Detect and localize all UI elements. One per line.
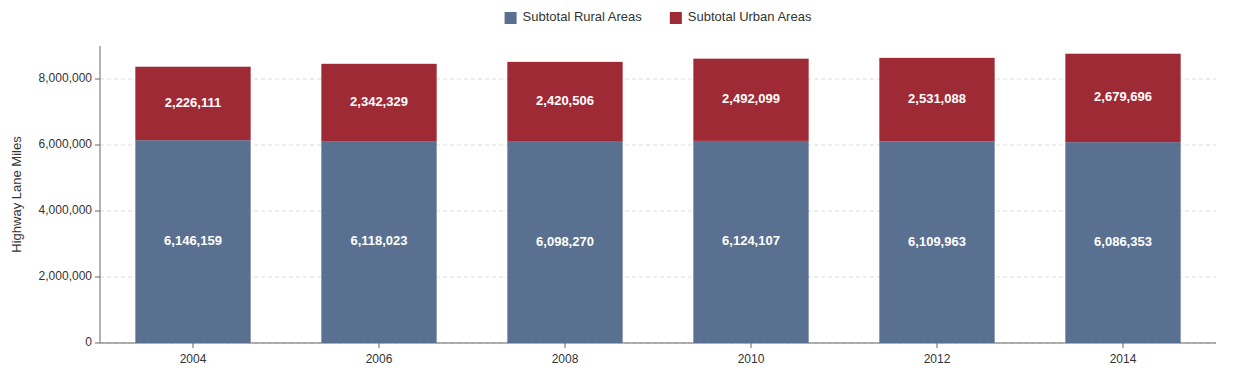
bar-segment bbox=[879, 141, 994, 343]
data-label: 6,109,963 bbox=[908, 234, 966, 249]
y-tick-label: 2,000,000 bbox=[39, 269, 93, 283]
grid-line bbox=[100, 145, 1216, 146]
y-tick bbox=[95, 277, 100, 278]
bar-segment bbox=[879, 58, 994, 142]
grid-line bbox=[100, 79, 1216, 80]
legend-swatch bbox=[505, 12, 517, 24]
axes: 0 2,000,000 4,000,000 6,000,000 8,000,000 200… bbox=[39, 46, 1216, 366]
grid-line bbox=[100, 211, 1216, 212]
data-label: 6,146,159 bbox=[164, 233, 222, 248]
bar-segment bbox=[693, 59, 808, 141]
bar-segment bbox=[693, 141, 808, 343]
chart: 0 2,000,000 4,000,000 6,000,000 8,000,000 200… bbox=[0, 0, 1236, 383]
data-labels: 6,146,159 6,118,023 6,098,270 6,124,107 6,10… bbox=[164, 89, 1152, 249]
x-tick bbox=[565, 343, 566, 348]
x-tick bbox=[379, 343, 380, 348]
y-tick bbox=[95, 211, 100, 212]
y-axis-line bbox=[100, 46, 101, 343]
data-label: 6,086,353 bbox=[1094, 234, 1152, 249]
y-tick-label: 6,000,000 bbox=[39, 137, 93, 151]
data-label: 6,124,107 bbox=[722, 233, 780, 248]
x-tick-label: 2012 bbox=[924, 352, 951, 366]
y-tick bbox=[95, 145, 100, 146]
data-label: 2,492,099 bbox=[722, 91, 780, 106]
legend-label: Subtotal Urban Areas bbox=[688, 9, 812, 24]
x-tick bbox=[1123, 343, 1124, 348]
grid-line bbox=[100, 277, 1216, 278]
x-axis-line bbox=[100, 343, 1216, 344]
bar-segment bbox=[1065, 142, 1180, 343]
data-label: 2,531,088 bbox=[908, 91, 966, 106]
data-label: 2,679,696 bbox=[1094, 89, 1152, 104]
bar-segment bbox=[507, 62, 622, 142]
x-tick-label: 2006 bbox=[366, 352, 393, 366]
x-tick-label: 2010 bbox=[738, 352, 765, 366]
legend-swatch bbox=[670, 12, 682, 24]
data-label: 6,118,023 bbox=[350, 233, 407, 248]
data-label: 2,420,506 bbox=[536, 93, 594, 108]
x-tick bbox=[751, 343, 752, 348]
bar-segment bbox=[135, 67, 250, 140]
data-label: 2,226,111 bbox=[165, 95, 221, 110]
data-label: 6,098,270 bbox=[536, 234, 594, 249]
bar-segment bbox=[507, 142, 622, 343]
x-tick-label: 2004 bbox=[180, 352, 207, 366]
x-tick-label: 2008 bbox=[552, 352, 579, 366]
y-tick-label: 0 bbox=[85, 335, 92, 349]
data-label: 2,342,329 bbox=[350, 94, 408, 109]
bar-segment bbox=[135, 140, 250, 343]
grid-line bbox=[100, 343, 1216, 344]
y-tick-label: 4,000,000 bbox=[39, 203, 93, 217]
legend: Subtotal Rural Areas Subtotal Urban Areas bbox=[505, 9, 812, 24]
y-axis-label: Highway Lane Miles bbox=[9, 136, 24, 253]
legend-item: Subtotal Rural Areas bbox=[505, 9, 643, 24]
bar-segment bbox=[1065, 54, 1180, 142]
y-tick-label: 8,000,000 bbox=[39, 71, 93, 85]
bar-segment bbox=[321, 141, 436, 343]
y-tick bbox=[95, 79, 100, 80]
bars bbox=[135, 54, 1180, 343]
legend-label: Subtotal Rural Areas bbox=[523, 9, 643, 24]
y-tick bbox=[95, 343, 100, 344]
legend-item: Subtotal Urban Areas bbox=[670, 9, 812, 24]
x-tick bbox=[937, 343, 938, 348]
x-tick bbox=[193, 343, 194, 348]
x-tick-label: 2014 bbox=[1110, 352, 1137, 366]
grid bbox=[100, 79, 1216, 343]
bar-segment bbox=[321, 64, 436, 141]
